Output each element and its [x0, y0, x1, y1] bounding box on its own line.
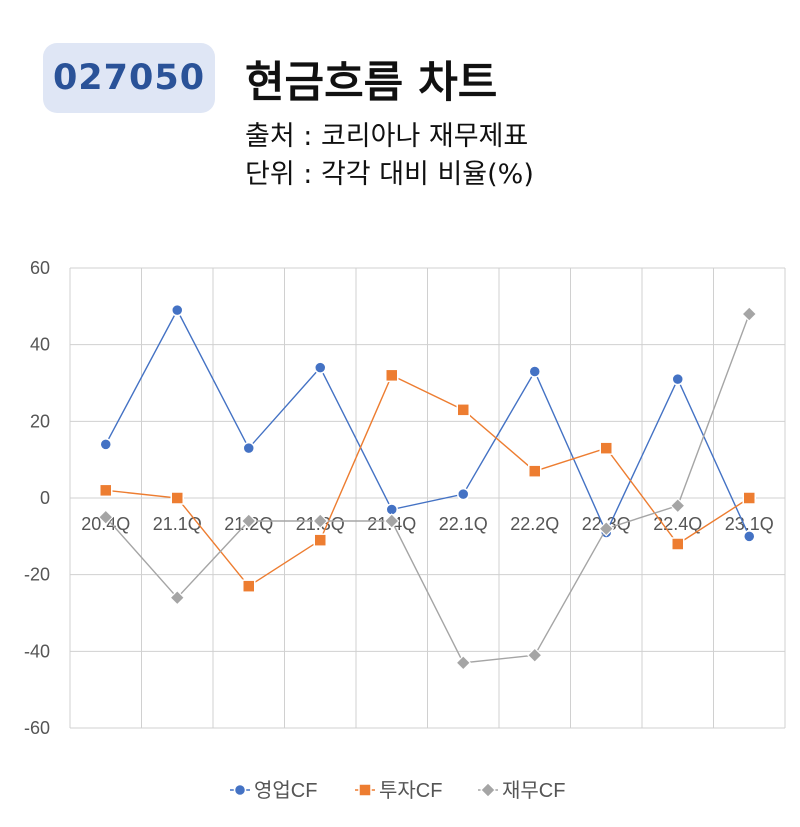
data-point	[312, 513, 329, 529]
data-point	[385, 368, 399, 383]
legend-item: 영업CF	[230, 779, 317, 802]
y-tick-label: 40	[30, 335, 50, 355]
x-tick-label: 21.1Q	[153, 514, 202, 534]
data-point	[313, 533, 327, 547]
data-point	[99, 483, 113, 498]
data-point	[170, 491, 184, 505]
data-point	[742, 491, 756, 505]
data-point	[455, 654, 472, 671]
data-point	[598, 520, 615, 537]
data-point	[741, 306, 758, 322]
data-point	[242, 579, 256, 593]
stock-code: 027050	[52, 58, 206, 98]
data-point	[97, 509, 114, 526]
x-tick-label: 22.2Q	[510, 514, 559, 534]
data-point	[526, 647, 543, 664]
unit-label: 단위 : 각각 대비 비율(%)	[245, 159, 534, 190]
legend-item: 투자CF	[355, 779, 442, 802]
data-point	[314, 361, 327, 374]
grid	[69, 267, 786, 729]
data-point	[169, 589, 186, 606]
legend: 영업CF 투자CF 재무CF	[230, 779, 565, 802]
data-point	[457, 487, 470, 501]
data-point	[240, 513, 257, 529]
legend-marker	[358, 783, 372, 797]
series-line	[105, 374, 750, 588]
chart-title: 현금흐름 차트	[245, 58, 498, 108]
x-tick-label: 22.4Q	[653, 514, 702, 534]
legend-label: 영업CF	[254, 779, 317, 802]
y-tick-label: 60	[30, 258, 50, 278]
y-tick-label: -20	[24, 565, 50, 585]
data-point	[599, 441, 613, 455]
legend-label: 투자CF	[379, 779, 442, 802]
stock-code-badge: 027050	[43, 43, 215, 113]
series-line	[105, 313, 750, 664]
data-point	[242, 441, 255, 455]
y-axis-ticks: 60 40 20 0 -20 -40 -60	[24, 258, 50, 738]
y-tick-label: -60	[24, 718, 50, 738]
legend-marker	[480, 782, 496, 798]
data-point	[99, 438, 112, 451]
series-2	[97, 306, 758, 671]
x-tick-label: 23.1Q	[725, 514, 774, 534]
data-point	[671, 537, 685, 551]
data-point	[671, 372, 684, 386]
data-point	[383, 513, 400, 529]
series-line	[105, 308, 750, 537]
y-tick-label: -40	[24, 641, 50, 661]
legend-item: 재무CF	[478, 779, 565, 802]
data-point	[669, 497, 686, 514]
legend-marker	[233, 783, 247, 797]
y-tick-label: 20	[30, 411, 50, 431]
data-point	[528, 464, 542, 478]
legend-label: 재무CF	[502, 779, 565, 802]
series-1	[99, 368, 756, 593]
y-tick-label: 0	[40, 488, 50, 508]
data-point	[456, 403, 470, 417]
source-label: 출처 : 코리아나 재무제표	[245, 121, 529, 152]
data-point	[528, 365, 541, 378]
data-point	[743, 530, 756, 543]
data-point	[171, 303, 184, 317]
x-tick-label: 22.1Q	[439, 514, 488, 534]
series-group	[97, 303, 758, 671]
